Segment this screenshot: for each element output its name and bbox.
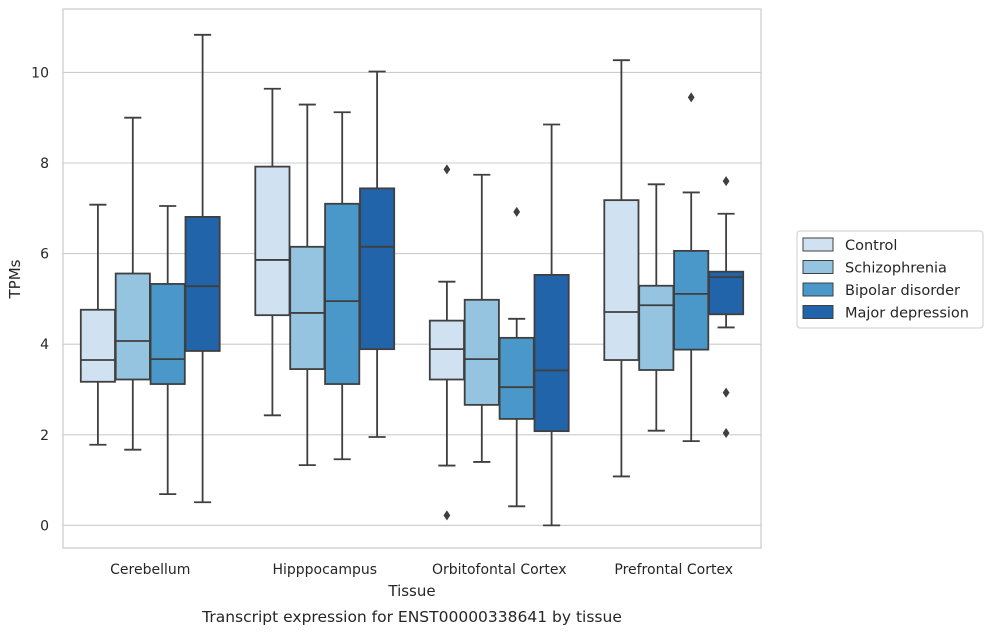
legend-label: Bipolar disorder bbox=[845, 283, 960, 299]
box-body bbox=[498, 336, 535, 420]
x-tick-label: Prefrontal Cortex bbox=[614, 562, 733, 578]
y-axis-label: TPMs bbox=[6, 259, 24, 299]
box-major-depression bbox=[708, 176, 745, 438]
y-tick-label: 8 bbox=[40, 156, 49, 172]
outlier-point bbox=[722, 387, 730, 398]
box-series bbox=[79, 33, 745, 527]
box-body bbox=[428, 319, 465, 381]
box-body bbox=[359, 187, 396, 351]
box-major-depression bbox=[533, 123, 570, 527]
box-body bbox=[708, 270, 745, 316]
outlier-point bbox=[722, 427, 730, 438]
y-tick-label: 10 bbox=[31, 65, 49, 81]
y-tick-labels: 0 2 4 6 8 10 bbox=[31, 65, 49, 534]
legend-label: Control bbox=[845, 238, 897, 254]
box-body bbox=[79, 308, 116, 383]
box-body bbox=[533, 273, 570, 433]
box-body bbox=[184, 215, 221, 352]
outlier-point bbox=[513, 206, 521, 217]
outlier-point bbox=[722, 176, 730, 187]
box-body bbox=[324, 202, 361, 385]
x-axis-label: Tissue bbox=[387, 582, 435, 600]
x-tick-label: Hipppocampus bbox=[272, 562, 377, 578]
legend-swatch bbox=[802, 237, 834, 252]
y-tick-label: 2 bbox=[40, 428, 49, 444]
box-body bbox=[463, 298, 500, 406]
legend: Control Schizophrenia Bipolar disorder Majo… bbox=[796, 230, 984, 329]
box-control bbox=[79, 203, 116, 446]
outlier-point bbox=[687, 92, 695, 103]
plot-frame bbox=[62, 8, 762, 549]
box-body bbox=[638, 284, 675, 371]
y-tick-label: 6 bbox=[40, 247, 49, 263]
box-body bbox=[673, 249, 710, 351]
y-tick-label: 0 bbox=[40, 518, 49, 534]
box-bipolar-disorder bbox=[149, 205, 186, 496]
box-body bbox=[149, 283, 186, 385]
box-major-depression bbox=[184, 33, 221, 504]
box-bipolar-disorder bbox=[498, 206, 535, 508]
legend-label: Schizophrenia bbox=[845, 261, 947, 277]
chart-caption: Transcript expression for ENST0000033864… bbox=[201, 608, 622, 626]
outlier-point bbox=[443, 510, 451, 521]
box-schizophrenia bbox=[638, 183, 675, 432]
x-tick-labels: Cerebellum Hipppocampus Orbitofontal Corte… bbox=[110, 562, 733, 578]
legend-swatch bbox=[802, 282, 834, 297]
legend-label: Major depression bbox=[845, 306, 969, 322]
box-body bbox=[289, 245, 326, 370]
box-control bbox=[603, 59, 640, 478]
box-schizophrenia bbox=[114, 116, 151, 451]
box-body bbox=[114, 272, 151, 381]
box-body bbox=[254, 165, 291, 317]
box-body bbox=[603, 199, 640, 361]
x-tick-label: Cerebellum bbox=[110, 562, 190, 578]
box-schizophrenia bbox=[289, 103, 326, 467]
box-schizophrenia bbox=[463, 173, 500, 463]
box-bipolar-disorder bbox=[673, 92, 710, 443]
outlier-point bbox=[443, 164, 451, 175]
box-control bbox=[428, 164, 465, 521]
legend-swatch bbox=[802, 260, 834, 274]
box-control bbox=[254, 87, 291, 417]
x-tick-label: Orbitofontal Cortex bbox=[432, 562, 567, 578]
y-tick-label: 4 bbox=[40, 337, 49, 353]
box-bipolar-disorder bbox=[324, 111, 361, 461]
box-major-depression bbox=[359, 70, 396, 438]
legend-swatch bbox=[802, 305, 834, 319]
legend-frame bbox=[796, 230, 984, 329]
